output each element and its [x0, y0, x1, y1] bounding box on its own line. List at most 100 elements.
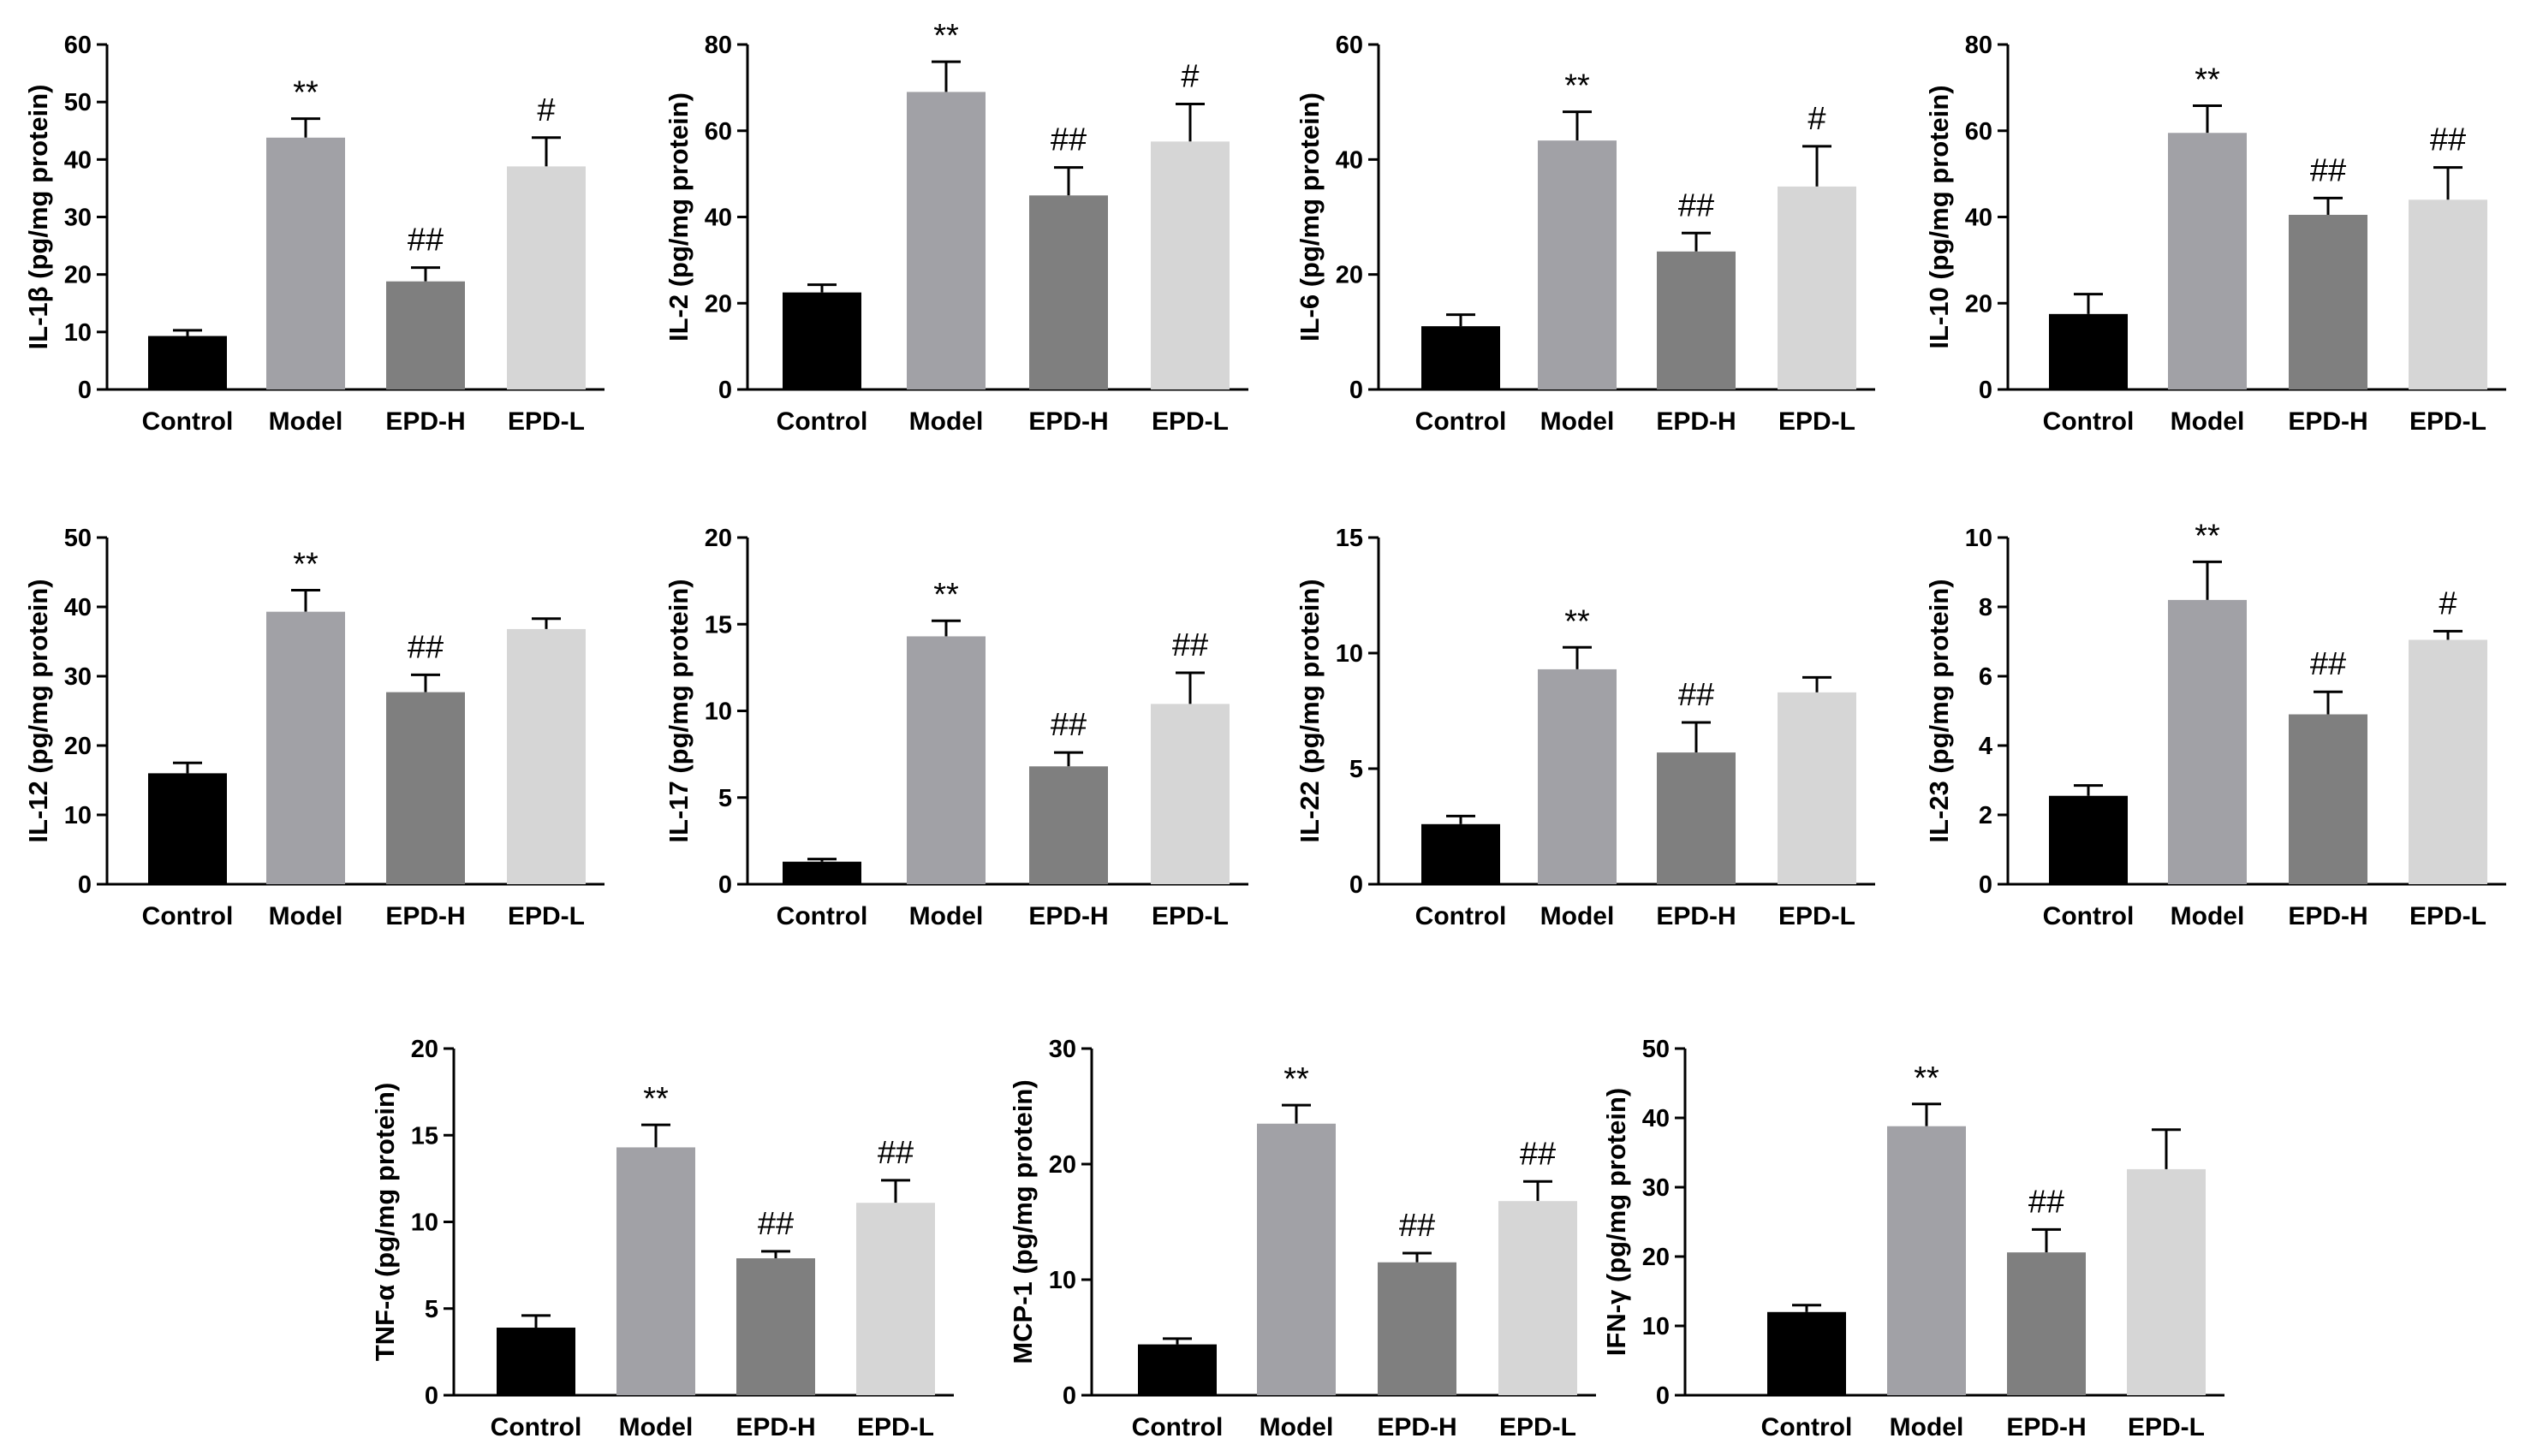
x-tick-label: EPD-L	[857, 1413, 934, 1441]
chart-il22: 0 5 10 15 IL-22 (pg/mg protein) Control Model *…	[1295, 525, 1875, 930]
bar-model	[2168, 599, 2247, 884]
x-tick-label: Model	[1540, 902, 1615, 930]
x-tick-label: Control	[2043, 407, 2135, 436]
chart-il17: 0 5 10 15 20 IL-17 (pg/mg protein) Control Mode…	[664, 525, 1248, 930]
y-axis-title: IL-6 (pg/mg protein)	[1295, 92, 1325, 342]
significance-label: #	[1181, 59, 1199, 95]
y-tick-label: 10	[1049, 1267, 1076, 1294]
y-tick-label: 60	[705, 118, 732, 146]
y-axis-title: TNF-α (pg/mg protein)	[370, 1083, 400, 1362]
y-tick-label: 40	[64, 146, 92, 174]
y-tick-label: 0	[1979, 871, 1992, 899]
bar-epd-l	[507, 628, 586, 884]
significance-label: **	[2195, 518, 2220, 554]
bar-control	[2049, 795, 2128, 884]
y-axis-title: MCP-1 (pg/mg protein)	[1008, 1079, 1038, 1364]
y-axis-title: IL-2 (pg/mg protein)	[664, 92, 694, 342]
significance-label: **	[1283, 1061, 1309, 1097]
bar-epd-h	[2289, 214, 2367, 389]
chart-mcp1: 0 10 20 30 MCP-1 (pg/mg protein) Control Model…	[1008, 1036, 1596, 1441]
bar-epd-l	[1151, 141, 1230, 389]
y-tick-label: 30	[64, 663, 92, 691]
x-tick-label: EPD-H	[736, 1413, 815, 1441]
y-tick-label: 40	[1965, 205, 1992, 232]
x-tick-label: Control	[1415, 407, 1507, 436]
x-tick-label: EPD-H	[2006, 1413, 2086, 1441]
significance-label: **	[293, 75, 319, 111]
y-tick-label: 40	[1336, 146, 1363, 174]
y-tick-label: 20	[1049, 1151, 1076, 1179]
chart-il23: 0 2 4 6 8 10 IL-23 (pg/mg protein) Control Model…	[1924, 518, 2506, 930]
x-tick-label: EPD-L	[2409, 407, 2486, 436]
y-tick-label: 15	[411, 1122, 438, 1150]
x-tick-label: EPD-L	[2128, 1413, 2205, 1441]
y-tick-label: 50	[64, 89, 92, 116]
x-tick-label: EPD-H	[385, 407, 465, 436]
bar-epd-l	[1778, 692, 1856, 884]
x-tick-label: EPD-L	[1499, 1413, 1576, 1441]
bar-epd-l	[2409, 639, 2487, 884]
x-tick-label: EPD-L	[2409, 902, 2486, 930]
y-tick-label: 10	[1642, 1313, 1670, 1340]
x-tick-label: EPD-H	[1377, 1413, 1456, 1441]
chart-il2: 0 20 40 60 80 IL-2 (pg/mg protein) Control Mode…	[664, 18, 1248, 436]
significance-label: ##	[758, 1206, 794, 1242]
x-tick-label: EPD-H	[2288, 902, 2367, 930]
bar-control	[1138, 1344, 1217, 1395]
x-tick-label: Model	[2171, 407, 2245, 436]
bar-epd-h	[1029, 195, 1108, 389]
significance-label: #	[2439, 585, 2457, 621]
y-tick-label: 50	[64, 525, 92, 552]
y-tick-label: 60	[1965, 118, 1992, 146]
chart-il6: 0 20 40 60 IL-6 (pg/mg protein) Control Model *…	[1295, 32, 1875, 436]
bar-control	[1421, 326, 1500, 389]
chart-tnfa: 0 5 10 15 20 TNF-α (pg/mg protein) Control Mode…	[370, 1036, 954, 1441]
bar-model	[1538, 140, 1617, 389]
x-tick-label: Model	[2171, 902, 2245, 930]
y-tick-label: 0	[1063, 1382, 1076, 1410]
y-tick-label: 10	[64, 802, 92, 829]
y-tick-label: 40	[705, 205, 732, 232]
y-tick-label: 60	[1336, 32, 1363, 59]
y-tick-label: 5	[425, 1296, 438, 1323]
bar-epd-h	[1378, 1262, 1456, 1395]
x-tick-label: EPD-H	[1028, 407, 1108, 436]
y-tick-label: 20	[1965, 290, 1992, 318]
bar-model	[1257, 1123, 1336, 1395]
x-tick-label: EPD-H	[1656, 902, 1736, 930]
bar-control	[2049, 313, 2128, 389]
bar-epd-l	[856, 1203, 935, 1395]
y-tick-label: 60	[64, 32, 92, 59]
significance-label: ##	[878, 1135, 914, 1171]
x-tick-label: Model	[1260, 1413, 1334, 1441]
y-tick-label: 20	[705, 525, 732, 552]
significance-label: **	[293, 547, 319, 583]
y-tick-label: 0	[1349, 377, 1363, 404]
significance-label: ##	[2310, 152, 2346, 188]
x-tick-label: Control	[2043, 902, 2135, 930]
significance-label: ##	[1678, 187, 1714, 223]
significance-label: ##	[408, 629, 444, 665]
y-tick-label: 0	[718, 871, 732, 899]
significance-label: **	[1564, 603, 1590, 639]
y-tick-label: 15	[705, 611, 732, 639]
significance-label: ##	[2028, 1184, 2064, 1220]
bar-epd-h	[2289, 714, 2367, 884]
y-tick-label: 10	[64, 319, 92, 347]
bar-model	[907, 636, 986, 884]
x-tick-label: EPD-L	[1152, 902, 1229, 930]
y-tick-label: 5	[718, 785, 732, 812]
bar-model	[266, 611, 345, 884]
chart-il12: 0 10 20 30 40 50 IL-12 (pg/mg protein) Control M…	[23, 525, 604, 930]
y-tick-label: 20	[1336, 262, 1363, 289]
significance-label: #	[537, 92, 555, 128]
y-tick-label: 10	[705, 698, 732, 726]
x-tick-label: Control	[142, 902, 234, 930]
x-tick-label: EPD-L	[1778, 407, 1855, 436]
bar-epd-h	[2007, 1252, 2086, 1395]
x-tick-label: EPD-H	[385, 902, 465, 930]
x-tick-label: EPD-H	[2288, 407, 2367, 436]
bar-control	[148, 336, 227, 389]
significance-label: ##	[1520, 1136, 1556, 1172]
